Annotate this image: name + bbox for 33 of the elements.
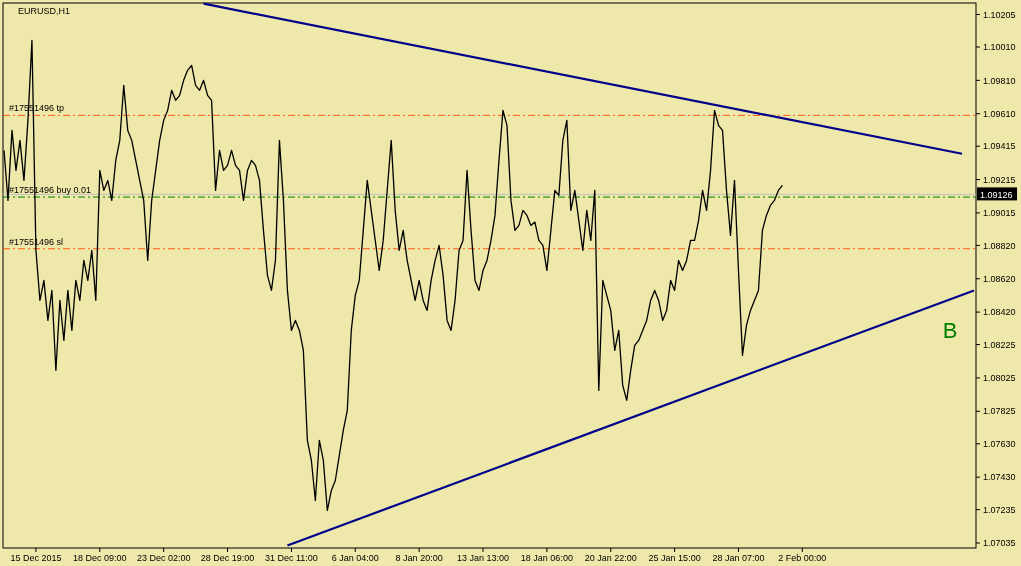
ref-line-label: 1.09126 (980, 189, 1013, 200)
y-tick-label: 1.08225 (983, 339, 1016, 350)
x-tick-label: 13 Jan 13:00 (456, 553, 510, 563)
x-tick-label: 15 Dec 2015 (10, 553, 62, 563)
y-tick-label: 1.07825 (983, 406, 1016, 417)
x-tick-label: 18 Dec 09:00 (73, 553, 127, 563)
annotation: B (942, 317, 958, 343)
x-tick-label: 6 Jan 04:00 (331, 553, 379, 563)
y-tick-label: 1.10205 (983, 9, 1016, 20)
x-tick-label: 31 Dec 11:00 (264, 553, 318, 563)
x-tick-label: 25 Jan 15:00 (648, 553, 701, 563)
chart-title: EURUSD,H1 (18, 6, 71, 16)
y-tick-label: 1.07430 (983, 472, 1016, 483)
x-tick-label: 20 Jan 22:00 (584, 553, 637, 563)
y-tick-label: 1.07630 (983, 438, 1016, 449)
y-tick-label: 1.08820 (983, 240, 1016, 251)
y-tick-label: 1.08420 (983, 307, 1016, 318)
y-tick-label: 1.08620 (983, 273, 1016, 284)
x-tick-label: 18 Jan 06:00 (520, 553, 573, 563)
y-tick-label: 1.09015 (983, 208, 1016, 219)
x-tick-label: 8 Jan 20:00 (395, 553, 443, 563)
y-tick-label: 1.07235 (983, 504, 1016, 515)
y-tick-label: 1.09610 (983, 108, 1016, 119)
x-tick-label: 28 Dec 19:00 (200, 553, 255, 563)
y-tick-label: 1.09415 (983, 141, 1016, 152)
y-tick-label: 1.08025 (983, 373, 1016, 384)
y-tick-label: 1.10010 (983, 42, 1016, 53)
x-tick-label: 23 Dec 02:00 (136, 553, 191, 563)
y-tick-label: 1.07035 (983, 538, 1016, 549)
x-tick-label: 28 Jan 07:00 (712, 553, 765, 563)
x-tick-label: 2 Feb 00:00 (778, 553, 827, 563)
y-tick-label: 1.09810 (983, 75, 1016, 86)
y-tick-label: 1.09215 (983, 174, 1016, 185)
